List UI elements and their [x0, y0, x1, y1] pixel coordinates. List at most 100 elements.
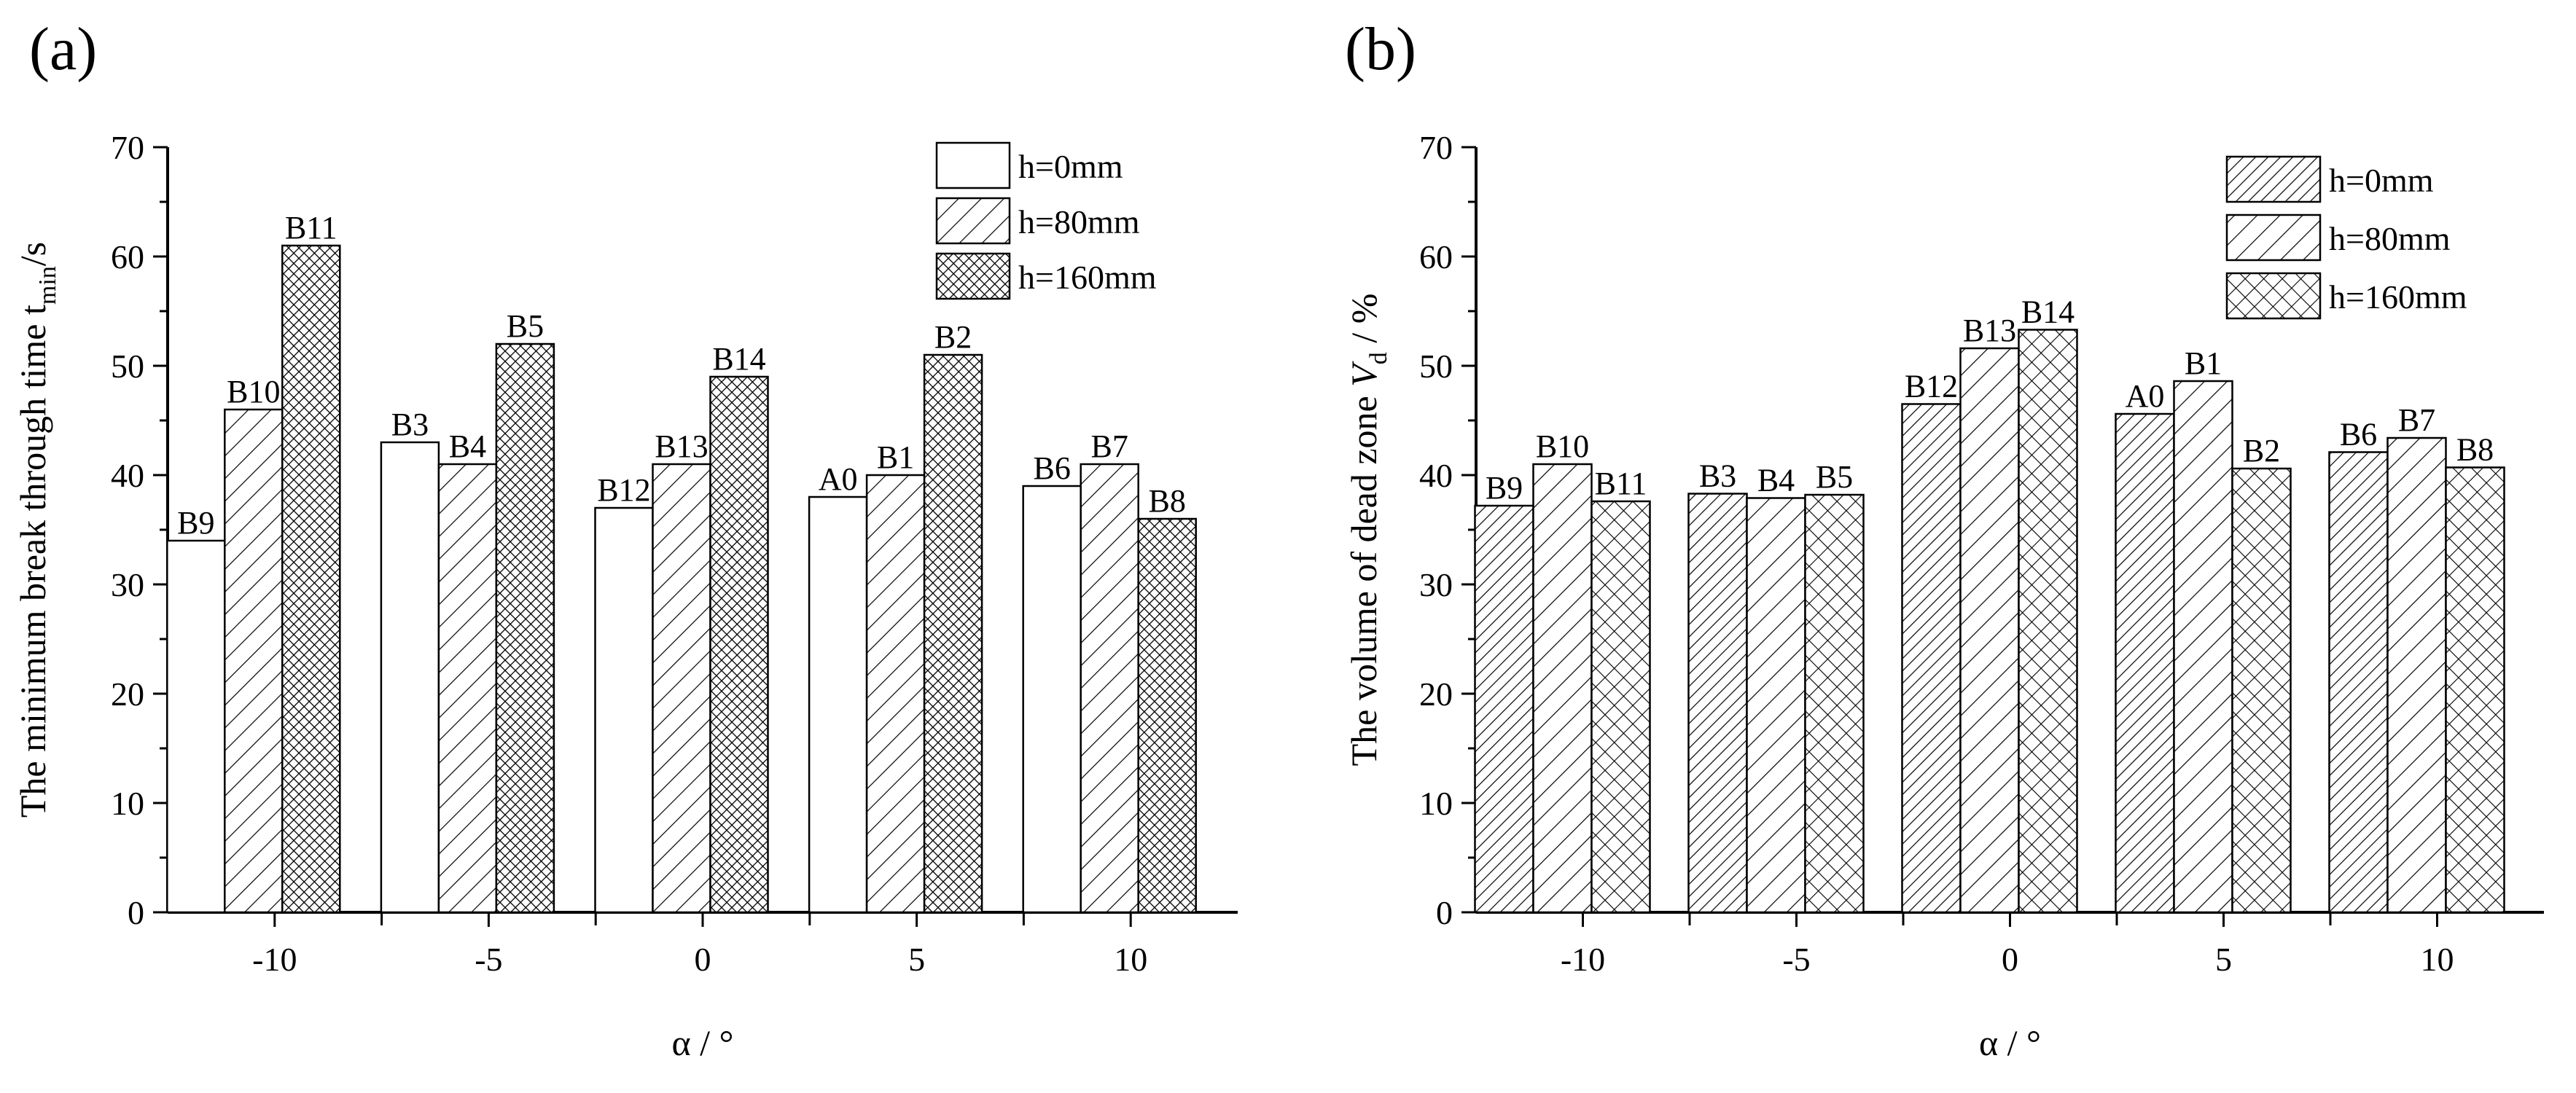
bar-label: B9: [1486, 470, 1523, 506]
bar-label: B1: [877, 439, 914, 475]
bar: [2328, 451, 2389, 914]
y-tick-label: 40: [1419, 457, 1453, 494]
x-tick-label: 0: [2002, 941, 2018, 978]
bar: [923, 353, 983, 914]
x-tick-label: 10: [2421, 941, 2454, 978]
x-tick-label: -5: [475, 941, 502, 978]
panel-a-tag: (a): [29, 15, 97, 83]
panel-b-tag: (b): [1345, 15, 1416, 83]
y-tick-label: 30: [1419, 566, 1453, 603]
bar-label: B14: [2021, 294, 2075, 330]
legend-label: h=160mm: [2329, 278, 2467, 316]
bar: [2231, 467, 2292, 914]
bar-label: B10: [227, 374, 280, 410]
legend-label: h=80mm: [2329, 220, 2451, 257]
bar: [166, 539, 226, 914]
bar-label: B5: [507, 308, 544, 344]
bar-label: B9: [177, 505, 214, 541]
panel-b-ylabel-text: The volume of dead zone Vd / %: [1343, 294, 1392, 767]
bar: [437, 463, 498, 914]
bar: [495, 342, 555, 914]
y-tick-label: 0: [1436, 894, 1453, 931]
bar: [2386, 436, 2447, 914]
x-tick-label: 10: [1114, 941, 1147, 978]
bar-label: B14: [712, 341, 765, 377]
bar-label: B5: [1816, 459, 1853, 495]
y-tick-label: 20: [111, 675, 144, 713]
bar: [2115, 412, 2175, 914]
legend-label: h=0mm: [1018, 148, 1123, 185]
panel-a-ylabel-text: The minimum break through time tmin/s: [12, 242, 61, 818]
bar-label: B6: [2340, 417, 2377, 453]
bar-label: A0: [2126, 378, 2165, 414]
legend-label: h=0mm: [2329, 162, 2434, 199]
bar: [2173, 380, 2233, 914]
bar: [1137, 517, 1197, 914]
bar: [1804, 493, 1865, 914]
bar-label: B11: [1595, 466, 1647, 501]
bar-label: B7: [1091, 428, 1128, 464]
bar-label: B12: [597, 472, 650, 508]
bar-label: B11: [285, 210, 337, 246]
panel-a-ylabel: The minimum break through time tmin/s: [12, 242, 61, 818]
bar-label: B6: [1034, 450, 1071, 486]
panel-b-xlabel: α / °: [1979, 1022, 2041, 1063]
y-tick-label: 40: [111, 457, 144, 494]
bar-label: B4: [449, 428, 486, 464]
bar: [865, 474, 926, 914]
bar: [709, 375, 769, 914]
bar: [1532, 463, 1593, 914]
bar-label: B2: [2243, 433, 2280, 469]
bar: [281, 244, 341, 914]
bar-label: B13: [1963, 313, 2016, 348]
legend-swatch: [935, 141, 1011, 189]
y-tick-label: 50: [1419, 348, 1453, 385]
panel-a-ylabel-unit: /s: [12, 242, 53, 266]
x-tick-label: -10: [1561, 941, 1605, 978]
x-tick-label: -5: [1782, 941, 1810, 978]
bar-label: B2: [934, 319, 972, 355]
panel-b-ylabel-sub: d: [1365, 352, 1392, 364]
bar: [652, 463, 711, 914]
bar-label: B10: [1536, 428, 1589, 464]
y-tick-label: 30: [111, 566, 144, 603]
legend-swatch: [935, 252, 1011, 300]
bar-label: B8: [2456, 432, 2494, 468]
legend-swatch: [2225, 213, 2322, 262]
bar: [1901, 403, 1962, 914]
legend-swatch: [2225, 155, 2322, 203]
panel-b-ylabel-main: The volume of dead zone: [1343, 387, 1384, 767]
panel-a: (a) 0 10 20 30 40 50 60 70 -10 B9 B10 B11 -5 B3 B4 B5 0 B…: [12, 15, 1238, 1063]
y-tick-label: 10: [1419, 785, 1453, 822]
bar-label: A0: [819, 461, 858, 497]
bar: [1080, 463, 1139, 914]
y-tick-label: 20: [1419, 675, 1453, 713]
bar: [2445, 466, 2505, 914]
legend-label: h=80mm: [1018, 203, 1140, 240]
y-tick-label: 60: [1419, 238, 1453, 275]
panel-a-marks: 010203040506070-10B9B10B11-5B3B4B50B12B1…: [111, 129, 1238, 978]
bar-label: B12: [1905, 369, 1958, 404]
panel-a-ylabel-sub: min: [34, 266, 61, 305]
y-tick-label: 10: [111, 785, 144, 822]
legend-swatch: [935, 197, 1011, 245]
bar-label: B3: [391, 407, 429, 442]
bar: [2018, 329, 2078, 914]
bar: [1022, 485, 1082, 914]
bar-label: B3: [1699, 458, 1736, 494]
bar-label: B7: [2398, 402, 2435, 438]
bar-label: B13: [655, 428, 708, 464]
bar: [594, 506, 654, 914]
x-tick-label: 5: [2215, 941, 2232, 978]
bar: [1474, 504, 1534, 914]
bar: [808, 495, 868, 914]
bar: [1746, 497, 1806, 914]
panel-a-ylabel-main: The minimum break through time t: [12, 305, 53, 818]
bar: [380, 441, 440, 914]
panel-b-ylabel-unit: / %: [1343, 294, 1384, 353]
x-tick-label: 0: [695, 941, 711, 978]
y-tick-label: 60: [111, 238, 144, 275]
